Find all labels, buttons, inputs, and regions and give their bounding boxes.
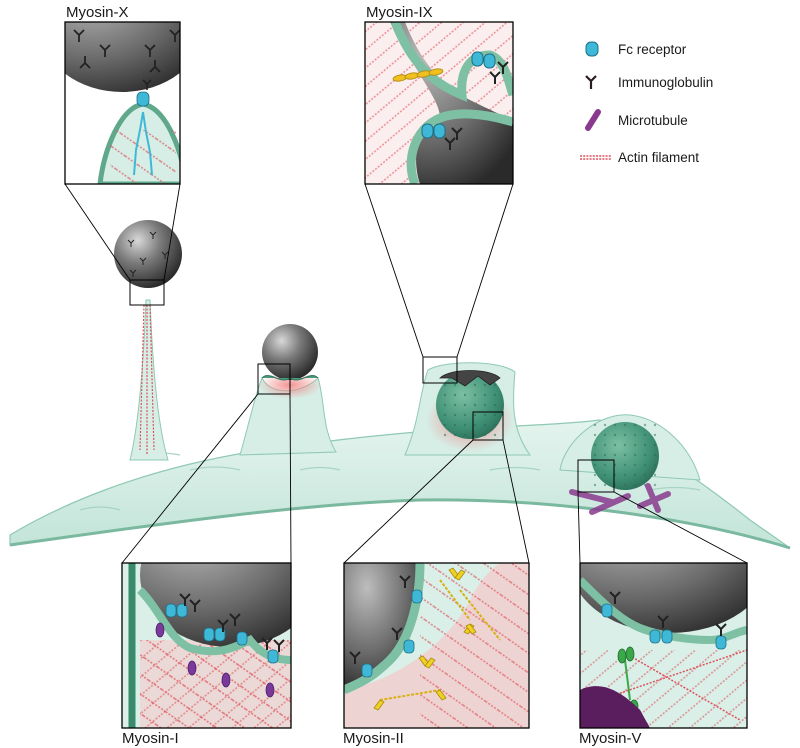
- label-myosin-x: Myosin-X: [66, 4, 129, 21]
- actin-filament-icon: [580, 155, 612, 160]
- callout-lines: [64, 183, 748, 564]
- phagocytic-cup-early: [239, 324, 337, 456]
- label-myosin-ii: Myosin-II: [343, 730, 404, 747]
- phagocytic-cup-closing: [404, 356, 531, 456]
- panel-myosin-x: Myosin-X: [64, 4, 181, 185]
- panel-myosin-ii: Myosin-II: [343, 562, 530, 747]
- label-myosin-ix: Myosin-IX: [366, 4, 433, 21]
- legend: Fc receptor Immunoglobulin Microtubule A…: [580, 41, 713, 165]
- legend-label: Microtubule: [618, 113, 688, 128]
- label-myosin-i: Myosin-I: [122, 730, 179, 747]
- panel-myosin-ix: Myosin-IX: [364, 4, 514, 185]
- label-myosin-v: Myosin-V: [579, 730, 642, 747]
- legend-item-immunoglobulin: Immunoglobulin: [585, 75, 713, 90]
- panel-myosin-i: Myosin-I: [121, 562, 292, 747]
- legend-label: Fc receptor: [618, 42, 687, 57]
- fc-receptor-icon: [585, 41, 599, 57]
- microtubule-icon: [585, 109, 601, 131]
- legend-item-fc-receptor: Fc receptor: [585, 41, 687, 57]
- legend-item-microtubule: Microtubule: [585, 109, 688, 131]
- legend-label: Immunoglobulin: [618, 75, 713, 90]
- panel-myosin-v: Myosin-V: [579, 562, 748, 747]
- immunoglobulin-icon: [585, 75, 597, 89]
- phagosome: [559, 414, 701, 515]
- filopodium: [114, 220, 182, 461]
- legend-label: Actin filament: [618, 150, 699, 165]
- legend-item-actin-filament: Actin filament: [580, 150, 699, 165]
